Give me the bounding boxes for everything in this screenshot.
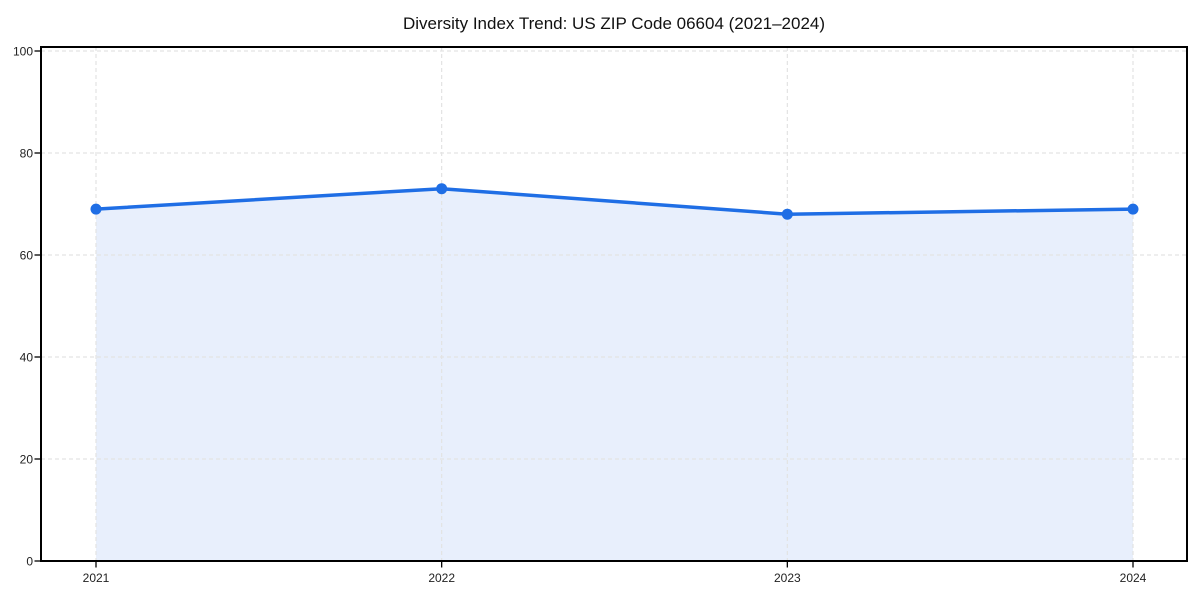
- area-fill: [96, 188, 1133, 561]
- data-point: [90, 203, 102, 215]
- y-tick-label: 80: [20, 147, 34, 161]
- plot-border: [40, 46, 1188, 562]
- data-point: [1127, 203, 1139, 215]
- y-tick-label: 40: [20, 351, 34, 365]
- y-tick-label: 60: [20, 249, 34, 263]
- data-point: [436, 183, 448, 195]
- x-tick-label: 2021: [83, 571, 110, 585]
- x-tick-label: 2022: [428, 571, 455, 585]
- y-tick-label: 0: [26, 555, 33, 569]
- chart-title: Diversity Index Trend: US ZIP Code 06604…: [403, 14, 825, 33]
- data-point: [781, 208, 793, 220]
- trend-line: [94, 186, 1135, 216]
- y-tick-label: 100: [13, 45, 33, 59]
- x-tick-label: 2023: [774, 571, 801, 585]
- x-tick-label: 2024: [1120, 571, 1147, 585]
- y-tick-label: 20: [20, 453, 34, 467]
